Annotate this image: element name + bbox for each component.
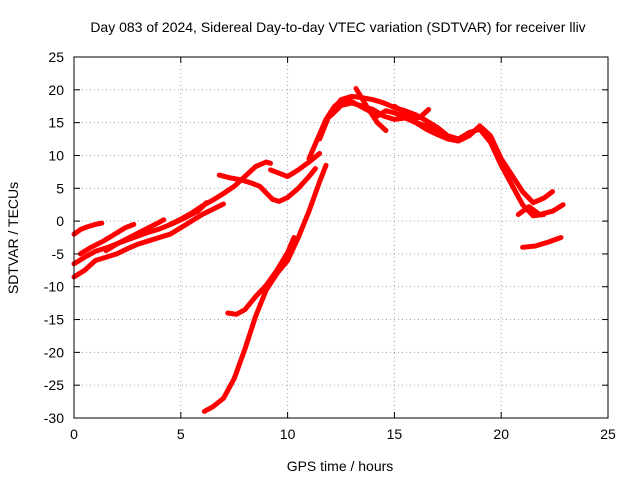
data-series — [71, 86, 566, 414]
series-line-arc-17 — [520, 235, 564, 250]
chart-title: Day 083 of 2024, Sidereal Day-to-day VTE… — [90, 19, 585, 35]
y-tick-label: 5 — [56, 180, 64, 196]
series-line-arc-5 — [103, 217, 167, 254]
plot-frame — [73, 56, 609, 419]
axis-ticks: 0 5 10 15 20 25 -30 -25 -20 -15 -10 -5 0 5 10 15 20 25 — [44, 49, 616, 442]
series-line-arc-16 — [515, 202, 566, 217]
x-tick-label: 5 — [177, 426, 185, 442]
y-tick-label: 25 — [48, 49, 64, 65]
series-line-arc-8 — [268, 151, 323, 179]
y-axis-label: SDTVAR / TECUs — [5, 182, 21, 294]
series-line-arc-7 — [216, 166, 318, 204]
x-tick-label: 25 — [600, 426, 616, 442]
series-line-arc-15 — [391, 103, 446, 135]
y-tick-label: 15 — [48, 115, 64, 131]
series-line-arc-3 — [71, 201, 226, 280]
series-line-arc-12 — [317, 93, 547, 219]
x-tick-label: 15 — [387, 426, 403, 442]
series-line-arc-6 — [167, 159, 273, 227]
y-tick-label: -30 — [44, 410, 64, 426]
y-tick-label: 10 — [48, 147, 64, 163]
x-tick-label: 0 — [70, 426, 78, 442]
y-tick-label: -25 — [44, 377, 64, 393]
x-tick-label: 20 — [493, 426, 509, 442]
y-tick-label: 20 — [48, 82, 64, 98]
series-line-arc-9 — [201, 162, 329, 414]
series-line-arc-14 — [353, 86, 389, 133]
series-line-arc-4 — [77, 221, 137, 257]
x-tick-label: 10 — [280, 426, 296, 442]
y-tick-label: -20 — [44, 344, 64, 360]
y-tick-label: -10 — [44, 279, 64, 295]
series-line-arc-1 — [71, 220, 105, 237]
series-line-arc-10 — [225, 235, 297, 317]
x-axis-label: GPS time / hours — [287, 458, 394, 474]
y-tick-label: 0 — [56, 213, 64, 229]
y-tick-label: -15 — [44, 312, 64, 328]
y-tick-label: -5 — [52, 246, 65, 262]
